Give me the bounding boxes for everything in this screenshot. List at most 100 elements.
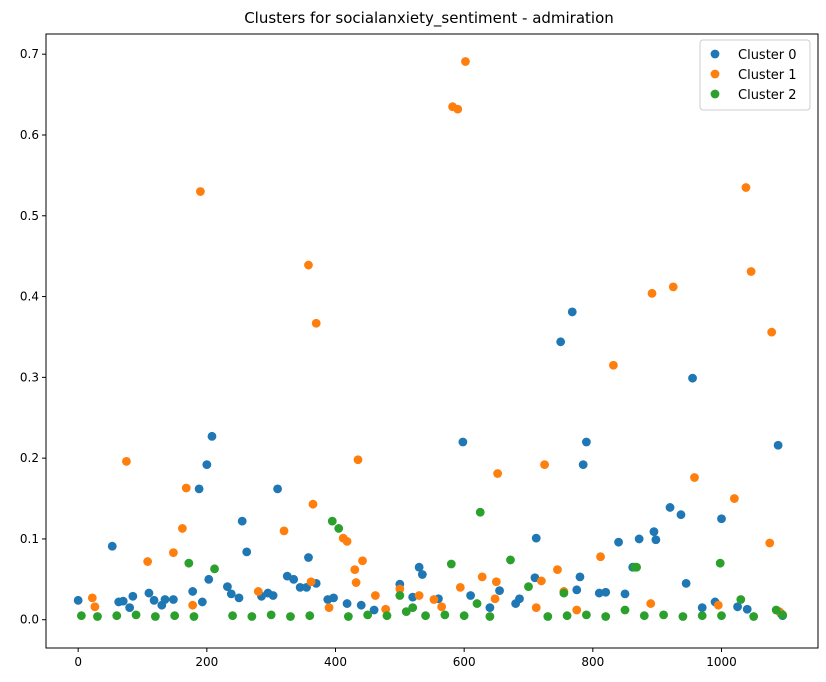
data-point (572, 605, 582, 615)
data-point (308, 499, 318, 509)
data-point (491, 577, 501, 587)
data-point (717, 611, 726, 621)
data-point (733, 602, 742, 612)
data-point (556, 337, 566, 347)
data-point (401, 607, 411, 617)
data-point (242, 547, 252, 557)
data-point (353, 455, 363, 465)
data-point (614, 537, 623, 547)
legend-label: Cluster 0 (738, 48, 797, 63)
data-point (594, 588, 604, 598)
data-point (697, 603, 707, 613)
data-point (234, 593, 244, 603)
data-point (143, 557, 153, 566)
data-point (620, 605, 630, 615)
data-point (289, 574, 299, 584)
x-tick-label: 400 (324, 655, 347, 669)
data-point (676, 510, 686, 520)
data-point (446, 559, 456, 569)
data-point (429, 595, 439, 604)
data-point (268, 591, 278, 600)
data-point (609, 360, 618, 370)
data-point (421, 611, 430, 621)
y-tick-label: 0.5 (20, 209, 39, 223)
data-point (729, 494, 739, 503)
data-point (459, 611, 469, 621)
data-point (477, 572, 487, 582)
data-point (150, 612, 160, 621)
data-point (177, 524, 187, 533)
data-point (524, 582, 533, 591)
data-point (437, 602, 447, 612)
data-point (311, 318, 321, 328)
data-point (466, 591, 475, 600)
data-point (194, 484, 204, 494)
legend: Cluster 0 Cluster 1 Cluster 2 (699, 39, 811, 111)
data-point (286, 612, 295, 621)
data-point (395, 584, 405, 594)
data-point (417, 570, 427, 579)
data-point (370, 591, 380, 600)
data-point (207, 431, 217, 441)
data-point (453, 104, 463, 114)
data-point (553, 565, 562, 575)
x-tick-label: 800 (581, 655, 604, 669)
data-point (458, 437, 468, 447)
data-point (112, 611, 122, 621)
data-point (688, 373, 697, 383)
data-point (334, 524, 344, 533)
data-point (582, 610, 591, 620)
data-point (647, 288, 657, 298)
y-tick-label: 0.2 (20, 451, 39, 465)
data-point (279, 526, 289, 536)
data-point (414, 562, 424, 572)
data-point (742, 604, 752, 614)
data-point (253, 587, 263, 596)
data-point (189, 612, 199, 621)
data-point (247, 612, 257, 621)
data-point (495, 586, 504, 596)
data-point (395, 591, 405, 600)
data-point (144, 588, 154, 598)
data-point (382, 611, 392, 621)
axes: 0 200 400 600 800 1000 0.0 0.1 0.2 0.3 0.4 0.5 0.6 0.… (20, 47, 737, 669)
data-point (562, 611, 572, 621)
data-point (531, 533, 541, 543)
data-point (369, 605, 379, 615)
x-tick-label: 600 (453, 655, 476, 669)
plot-frame (45, 33, 819, 649)
data-point (342, 599, 352, 608)
data-point (306, 577, 316, 587)
data-point (237, 516, 247, 526)
data-point (668, 282, 678, 292)
data-point (181, 483, 191, 493)
data-point (649, 527, 659, 537)
data-point (717, 514, 726, 524)
legend-marker (710, 49, 720, 59)
data-point (559, 588, 569, 598)
data-point (490, 594, 500, 604)
data-point (485, 612, 495, 621)
data-point (107, 541, 117, 551)
data-point (572, 585, 582, 595)
data-point (678, 612, 688, 621)
data-point (455, 583, 465, 592)
data-point (461, 57, 470, 66)
data-point (170, 611, 180, 621)
data-point (122, 456, 131, 466)
data-point (773, 440, 783, 450)
data-point (515, 594, 524, 604)
y-tick-label: 0.1 (20, 532, 39, 546)
data-point (639, 611, 649, 621)
data-point (295, 583, 305, 592)
data-point (304, 553, 313, 562)
data-point (90, 602, 100, 612)
y-tick-label: 0.4 (20, 290, 39, 304)
data-point (440, 610, 450, 620)
data-point (131, 610, 141, 620)
data-point (414, 591, 424, 600)
x-tick-label: 0 (74, 655, 82, 669)
data-point (485, 603, 495, 613)
data-point (736, 595, 746, 604)
data-point (363, 610, 373, 620)
